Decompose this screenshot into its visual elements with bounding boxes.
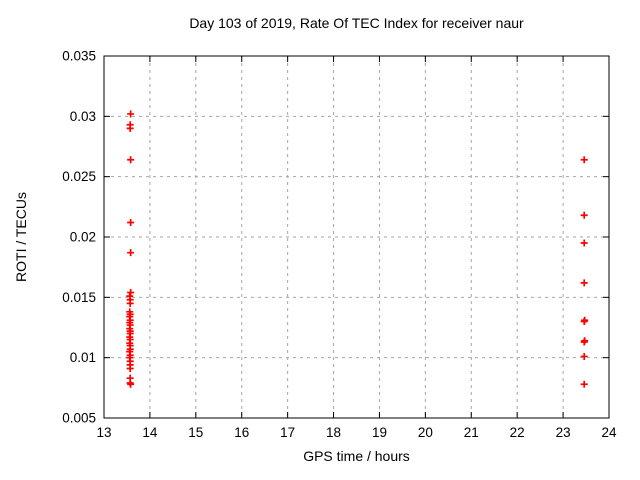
data-point-marker (580, 317, 588, 325)
x-axis-label: GPS time / hours (303, 448, 410, 464)
data-point-marker (580, 211, 588, 219)
data-point-marker (580, 239, 588, 247)
x-tick-label: 18 (326, 425, 341, 440)
y-tick-label: 0.025 (62, 169, 96, 184)
x-tick-label: 14 (142, 425, 158, 440)
data-point-marker (126, 124, 134, 132)
y-tick-label: 0.015 (62, 290, 96, 305)
x-tick-label: 20 (418, 425, 433, 440)
x-tick-label: 21 (464, 425, 479, 440)
data-point-marker (127, 219, 135, 227)
chart-title: Day 103 of 2019, Rate Of TEC Index for r… (189, 15, 524, 31)
x-tick-label: 15 (188, 425, 203, 440)
y-tick-label: 0.005 (62, 411, 96, 426)
data-point-marker (580, 338, 588, 346)
data-point-marker (127, 249, 135, 257)
data-point-marker (126, 299, 134, 307)
x-tick-label: 13 (96, 425, 111, 440)
data-point-marker (127, 289, 135, 297)
x-tick-label: 23 (556, 425, 571, 440)
y-tick-label: 0.03 (70, 109, 96, 124)
data-point-marker (580, 352, 588, 360)
data-point-marker (127, 110, 135, 118)
data-point-marker (580, 279, 588, 287)
data-point-marker (580, 380, 588, 388)
x-tick-label: 16 (234, 425, 249, 440)
x-tick-label: 19 (372, 425, 387, 440)
data-point-marker (127, 156, 135, 164)
y-tick-label: 0.01 (70, 350, 96, 365)
x-tick-label: 24 (601, 425, 617, 440)
data-point-marker (127, 380, 135, 388)
y-tick-label: 0.035 (62, 49, 96, 64)
data-point-marker (580, 156, 588, 164)
x-tick-label: 17 (280, 425, 295, 440)
y-tick-label: 0.02 (70, 230, 96, 245)
x-tick-label: 22 (510, 425, 525, 440)
data-point-marker (126, 365, 134, 373)
